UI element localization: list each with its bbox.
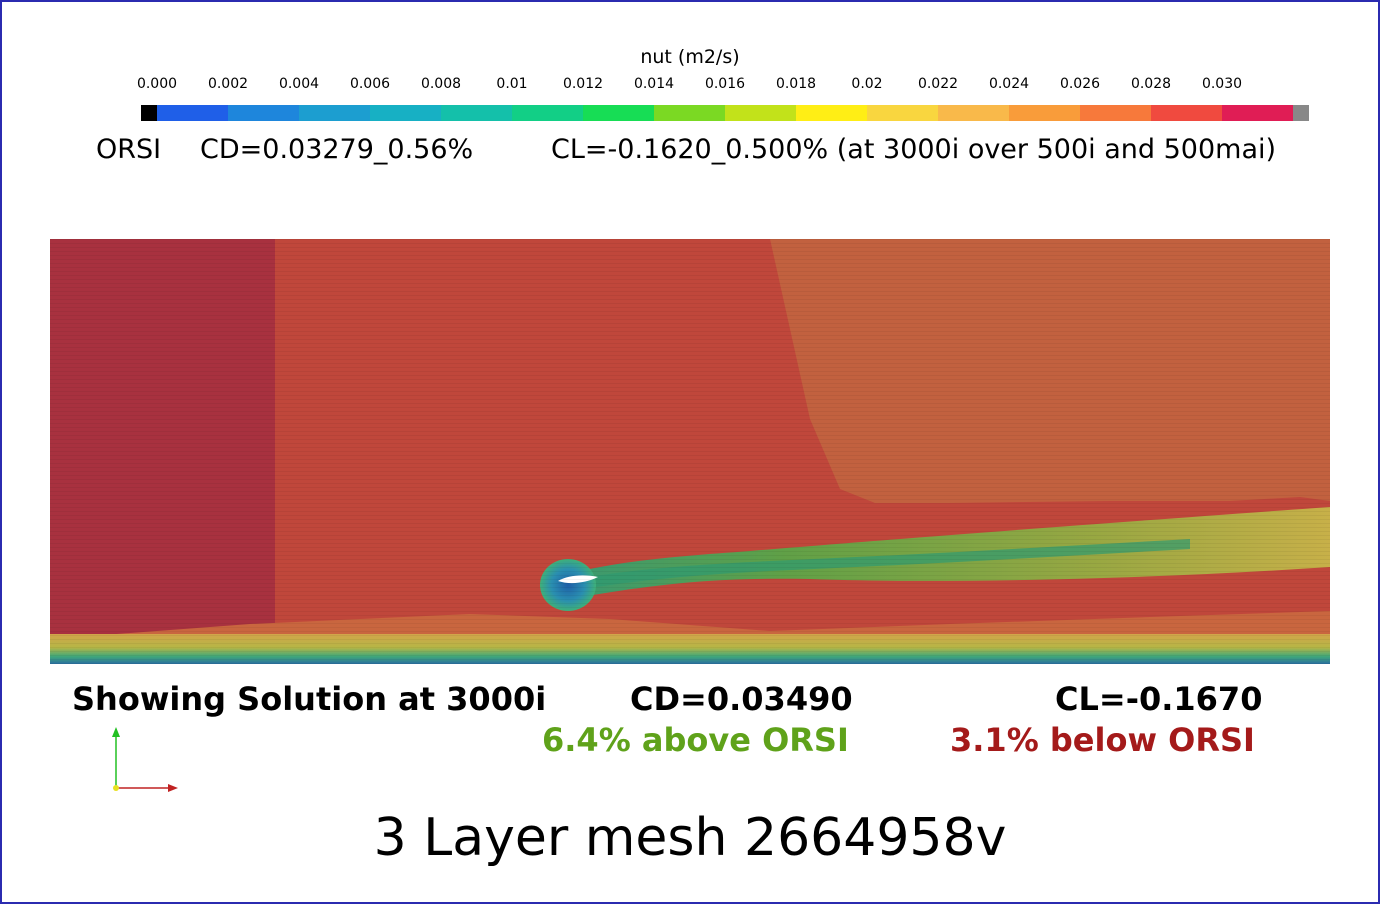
cd-delta: 6.4% above ORSI: [542, 721, 849, 759]
x-axis-arrow-icon: [168, 784, 178, 792]
solution-cl: CL=-0.1670: [1055, 680, 1263, 718]
colorbar-tick-label: 0.018: [775, 76, 817, 92]
colorbar-tick-label: 0.002: [207, 76, 249, 92]
colorbar-segment: [583, 105, 654, 121]
colorbar-tick-label: 0.000: [136, 76, 178, 92]
solution-cd: CD=0.03490: [630, 680, 853, 718]
colorbar-tick-label: 0.012: [562, 76, 604, 92]
z-axis-marker-icon: [113, 785, 119, 791]
colorbar: [141, 105, 1309, 121]
colorbar-tick-label: 0.024: [988, 76, 1030, 92]
mesh-caption: 3 Layer mesh 2664958v: [373, 808, 1007, 868]
colorbar-segment: [654, 105, 725, 121]
colorbar-title: nut (m2/s): [640, 46, 740, 68]
colorbar-segment: [1151, 105, 1222, 121]
colorbar-tick-label: 0.030: [1201, 76, 1243, 92]
colorbar-tick-label: 0.014: [633, 76, 675, 92]
colorbar-tick-label: 0.026: [1059, 76, 1101, 92]
reference-cd: CD=0.03279_0.56%: [200, 134, 474, 165]
colorbar-tick-label: 0.004: [278, 76, 320, 92]
colorbar-tick-label: 0.008: [420, 76, 462, 92]
colorbar-segment: [1222, 105, 1293, 121]
colorbar-tick-label: 0.01: [496, 76, 528, 92]
flow-field-plot: [50, 239, 1330, 664]
y-axis-arrow-icon: [112, 727, 120, 737]
colorbar-segment: [299, 105, 370, 121]
colorbar-segment: [512, 105, 583, 121]
colorbar-tick-label: 0.028: [1130, 76, 1172, 92]
reference-label: ORSI: [96, 134, 162, 165]
colorbar-tick-label: 0.006: [349, 76, 391, 92]
colorbar-segment: [867, 105, 938, 121]
colorbar-ticks: 0.000 0.002 0.004 0.006 0.008 0.01 0.012 0.014 0…: [0, 76, 1380, 96]
colorbar-segment: [441, 105, 512, 121]
colorbar-tick-label: 0.022: [917, 76, 959, 92]
colorbar-above-range: [1293, 105, 1309, 121]
colorbar-segment: [370, 105, 441, 121]
cl-delta: 3.1% below ORSI: [950, 721, 1255, 759]
colorbar-segment: [938, 105, 1009, 121]
colorbar-below-range: [141, 105, 157, 121]
colorbar-segment: [1009, 105, 1080, 121]
colorbar-segment: [1080, 105, 1151, 121]
colorbar-tick-label: 0.02: [851, 76, 883, 92]
colorbar-segment: [725, 105, 796, 121]
orientation-axes: [104, 724, 184, 796]
colorbar-tick-label: 0.016: [704, 76, 746, 92]
colorbar-segment: [228, 105, 299, 121]
reference-cl: CL=-0.1620_0.500% (at 3000i over 500i an…: [551, 134, 1277, 165]
colorbar-segment: [157, 105, 228, 121]
solution-label: Showing Solution at 3000i: [72, 680, 547, 718]
colorbar-segment: [796, 105, 867, 121]
nut-contour-image: [50, 239, 1330, 664]
